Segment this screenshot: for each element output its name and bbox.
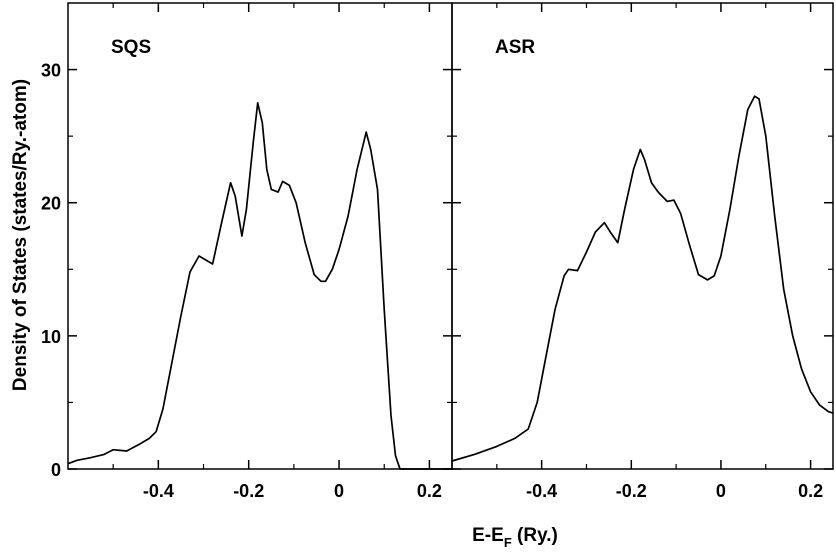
x-axis-title: E-EF (Ry.) <box>472 525 558 550</box>
x-tick-label: 0.2 <box>798 481 823 501</box>
plot-frame <box>451 2 834 470</box>
panel-asr: -0.4 -0.2 0 0.2 ASR <box>451 2 834 501</box>
dos-curve <box>67 102 452 470</box>
y-axis-title: Density of States (states/Ry.-atom) <box>10 79 31 391</box>
panel-label: ASR <box>495 37 535 58</box>
x-tick-label: -0.4 <box>526 481 557 501</box>
y-tick-label: 20 <box>41 194 61 214</box>
x-tick-label: -0.2 <box>233 481 264 501</box>
x-tick-label: -0.4 <box>143 481 174 501</box>
panel-label: SQS <box>111 37 151 58</box>
x-tick-label: 0 <box>334 481 344 501</box>
plot-frame <box>67 2 453 470</box>
y-tick-label: 10 <box>41 327 61 347</box>
x-axis-title-subscript: F <box>504 535 512 550</box>
x-tick-label: 0.2 <box>417 481 442 501</box>
y-tick-label: 0 <box>51 460 61 480</box>
dos-curve <box>451 95 834 462</box>
x-axis-title-suffix: (Ry.) <box>512 525 558 546</box>
x-tick-label: -0.2 <box>616 481 647 501</box>
panel-sqs: 0 10 20 30 -0.4 -0.2 0 0.2 SQS <box>41 2 453 501</box>
x-axis-title-main: E-E <box>472 525 504 546</box>
x-tick-label: 0 <box>716 481 726 501</box>
y-tick-label: 30 <box>41 61 61 81</box>
